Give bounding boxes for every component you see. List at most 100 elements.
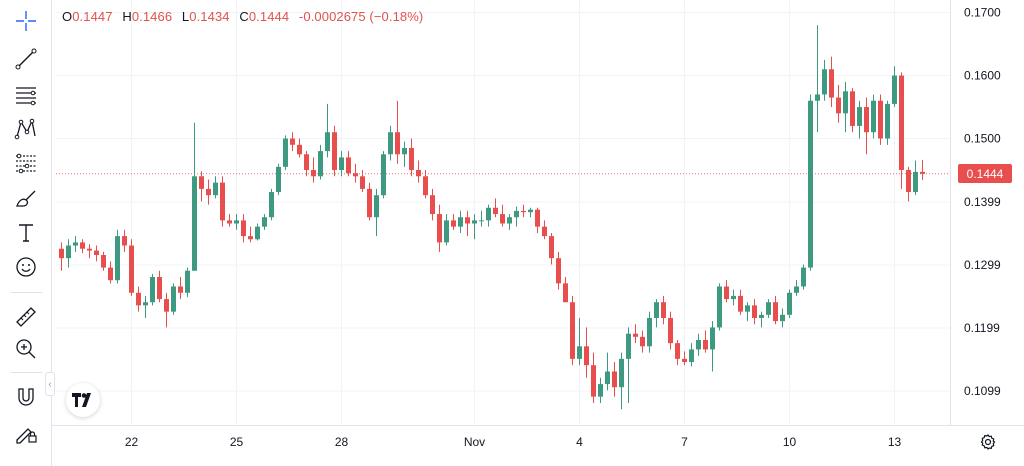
candle-up <box>710 327 715 350</box>
candle-up <box>647 317 652 347</box>
candle-down <box>430 195 435 215</box>
candle-down <box>500 214 505 224</box>
candle-down <box>304 154 309 170</box>
candle-down <box>752 305 757 318</box>
brush-icon <box>16 190 36 207</box>
candle-down <box>920 171 925 174</box>
candle-up <box>605 371 610 385</box>
candle-down <box>332 132 337 170</box>
candle-down <box>465 217 470 224</box>
horizontal-lines-tool[interactable] <box>10 80 42 110</box>
candle-up <box>479 220 484 222</box>
last-price-tag: 0.1444 <box>958 164 1012 184</box>
time-tick-label: 28 <box>335 435 349 449</box>
ruler-icon <box>16 307 36 327</box>
legend-high-key: H <box>122 9 132 24</box>
trend-line-tool[interactable] <box>10 44 42 74</box>
candle-down <box>899 75 904 170</box>
drawing-toolbar <box>0 0 52 466</box>
candle-up <box>269 192 274 218</box>
candle-up <box>486 207 491 221</box>
time-tick-label: Nov <box>464 435 485 449</box>
lock-draw-icon <box>16 428 37 444</box>
candle-up <box>843 91 848 114</box>
candle-down <box>290 138 295 145</box>
candle-down <box>353 173 358 177</box>
candle-down <box>416 170 421 177</box>
candle-up <box>66 245 71 259</box>
chart-grid <box>0 0 1024 426</box>
candle-up <box>388 132 393 155</box>
candle-up <box>507 217 512 224</box>
pattern-tool[interactable] <box>10 114 42 144</box>
crosshair-tool[interactable] <box>10 6 42 36</box>
candle-down <box>773 302 778 322</box>
collapse-toolbar-button[interactable]: ‹ <box>45 372 55 396</box>
candle-down <box>346 157 351 174</box>
toolbar-separator <box>10 372 42 373</box>
lock-draw-tool[interactable] <box>10 418 42 448</box>
candle-up <box>619 358 624 388</box>
candle-down <box>738 295 743 312</box>
candle-down <box>584 346 589 366</box>
candle-up <box>913 171 918 193</box>
gear-icon[interactable] <box>978 432 998 452</box>
candle-up <box>185 270 190 293</box>
chevron-left-icon: ‹ <box>48 378 52 390</box>
candle-up <box>689 349 694 363</box>
candle-up <box>787 292 792 315</box>
candle-down <box>178 286 183 293</box>
candle-down <box>563 283 568 303</box>
candle-up <box>374 195 379 218</box>
candle-up <box>885 103 890 139</box>
magnet-icon <box>18 388 34 406</box>
candle-up <box>766 302 771 315</box>
legend-high-value: 0.1466 <box>131 9 173 24</box>
text-tool[interactable] <box>10 218 42 248</box>
candle-down <box>591 365 596 397</box>
candle-up <box>815 94 820 101</box>
candle-up <box>822 69 827 95</box>
candle-down <box>108 267 113 281</box>
candle-up <box>402 147 407 155</box>
candle-down <box>367 188 372 218</box>
candle-down <box>549 236 554 259</box>
candle-down <box>87 248 92 251</box>
candle-down <box>542 226 547 237</box>
candle-up <box>325 132 330 152</box>
candle-up <box>472 220 477 224</box>
candle-down <box>164 299 169 312</box>
emoji-tool[interactable] <box>10 252 42 282</box>
candle-down <box>451 220 456 227</box>
candle-down <box>437 214 442 243</box>
candle-up <box>255 226 260 240</box>
candle-up <box>115 236 120 281</box>
candle-up <box>654 302 659 318</box>
ohlc-legend: O0.1447 H0.1466 L0.1434 C0.1444 -0.00026… <box>62 9 423 24</box>
time-axis[interactable]: 22 25 28 Nov 4 7 10 13 <box>125 435 902 449</box>
candle-down <box>409 147 414 170</box>
candle-down <box>157 277 162 300</box>
candle-down <box>612 371 617 388</box>
brush-tool[interactable] <box>10 184 42 214</box>
candles-layer <box>59 25 925 410</box>
candle-down <box>94 250 99 255</box>
candle-up <box>444 220 449 243</box>
zoom-in-tool[interactable] <box>10 334 42 364</box>
fib-icon <box>16 153 36 174</box>
candle-up <box>213 182 218 196</box>
candle-up <box>801 267 806 287</box>
candle-down <box>395 132 400 155</box>
candle-down <box>535 209 540 227</box>
candle-up <box>759 314 764 318</box>
price-axis[interactable]: 0.1700 0.1600 0.1500 0.1399 0.1299 0.1199 0.10… <box>964 6 1001 398</box>
price-tick-label: 0.1199 <box>964 321 1000 335</box>
candle-up <box>283 138 288 167</box>
price-tick-label: 0.1600 <box>964 69 1001 83</box>
ruler-tool[interactable] <box>10 302 42 332</box>
candle-up <box>276 166 281 193</box>
magnet-tool[interactable] <box>10 382 42 412</box>
tradingview-logo[interactable] <box>66 383 100 417</box>
fib-tool[interactable] <box>10 148 42 178</box>
